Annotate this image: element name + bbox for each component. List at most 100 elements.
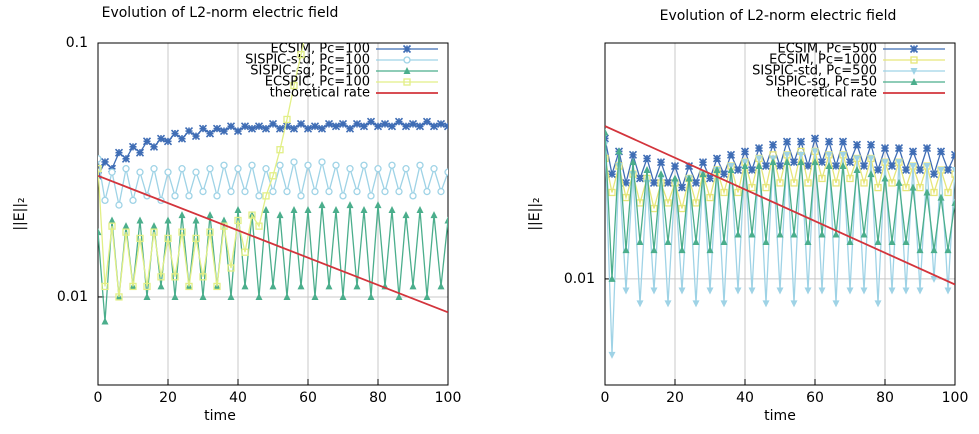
marker xyxy=(734,230,742,238)
marker xyxy=(664,238,672,246)
marker xyxy=(944,246,952,254)
legend-marker xyxy=(910,68,918,75)
marker xyxy=(874,300,882,308)
x-tick-label: 20 xyxy=(666,390,684,406)
marker xyxy=(423,292,431,300)
marker xyxy=(317,124,327,133)
marker xyxy=(444,216,448,224)
marker xyxy=(944,188,952,197)
x-tick-label: 80 xyxy=(369,390,387,406)
marker xyxy=(825,162,833,170)
x-axis-label: time xyxy=(204,408,236,424)
marker xyxy=(783,151,791,159)
marker xyxy=(101,317,109,325)
marker xyxy=(832,230,840,238)
marker xyxy=(388,161,396,169)
marker xyxy=(622,246,630,254)
marker xyxy=(874,238,882,246)
marker xyxy=(325,282,333,290)
marker xyxy=(852,140,862,149)
marker xyxy=(937,167,945,175)
marker xyxy=(178,228,186,236)
marker xyxy=(748,183,756,192)
marker xyxy=(213,282,221,291)
marker xyxy=(359,122,369,131)
marker xyxy=(248,161,256,169)
marker xyxy=(832,300,840,308)
marker xyxy=(311,292,319,300)
marker xyxy=(303,124,313,133)
marker xyxy=(304,205,312,213)
marker xyxy=(649,178,659,187)
marker xyxy=(629,158,637,166)
marker xyxy=(789,158,799,167)
marker xyxy=(199,187,207,196)
marker xyxy=(170,129,180,138)
marker xyxy=(164,234,172,243)
marker xyxy=(621,178,631,187)
marker xyxy=(846,174,854,183)
marker xyxy=(762,238,770,246)
marker xyxy=(185,192,193,200)
marker xyxy=(699,170,707,178)
marker xyxy=(790,230,798,238)
marker xyxy=(908,147,918,156)
marker xyxy=(776,230,784,238)
marker xyxy=(185,282,193,291)
marker xyxy=(916,287,924,295)
marker xyxy=(888,238,896,246)
marker xyxy=(115,293,123,301)
marker xyxy=(720,188,728,197)
marker xyxy=(262,165,270,173)
marker xyxy=(909,163,917,171)
marker xyxy=(860,230,868,238)
marker xyxy=(156,134,166,143)
marker xyxy=(360,205,368,213)
x-tick-label: 100 xyxy=(942,390,969,406)
marker xyxy=(671,174,679,182)
marker xyxy=(951,170,955,178)
legend-label: theoretical rate xyxy=(270,86,370,101)
marker xyxy=(346,165,354,173)
marker xyxy=(401,122,411,131)
marker xyxy=(332,205,340,213)
marker xyxy=(129,196,137,205)
marker xyxy=(98,165,102,173)
marker xyxy=(198,124,208,133)
marker xyxy=(734,287,742,295)
marker xyxy=(213,192,221,200)
marker xyxy=(310,122,320,131)
marker xyxy=(845,158,855,167)
marker xyxy=(429,122,439,131)
legend-label: SISPIC-sg, Pc=50 xyxy=(766,75,878,90)
marker xyxy=(663,178,673,187)
marker xyxy=(929,170,939,179)
marker xyxy=(804,238,812,246)
marker xyxy=(395,292,403,300)
marker xyxy=(100,157,110,167)
marker xyxy=(930,246,938,254)
marker xyxy=(136,234,144,243)
marker xyxy=(657,170,665,178)
legend-label: SISPIC-sg, Pc=100 xyxy=(250,64,370,79)
x-tick-label: 20 xyxy=(159,390,177,406)
marker xyxy=(881,159,889,167)
marker xyxy=(817,158,827,167)
y-axis-label: ||E||₂ xyxy=(12,197,28,230)
marker xyxy=(943,165,953,175)
marker xyxy=(727,166,735,174)
marker xyxy=(951,198,955,206)
marker xyxy=(192,168,200,176)
marker xyxy=(916,246,924,254)
marker xyxy=(706,246,714,254)
marker xyxy=(677,183,687,192)
marker xyxy=(804,287,812,295)
series xyxy=(98,174,448,314)
marker xyxy=(818,287,826,295)
marker xyxy=(416,161,424,169)
marker xyxy=(776,179,784,187)
marker xyxy=(608,274,616,282)
marker xyxy=(374,201,382,209)
marker xyxy=(206,211,214,219)
marker xyxy=(706,287,714,295)
